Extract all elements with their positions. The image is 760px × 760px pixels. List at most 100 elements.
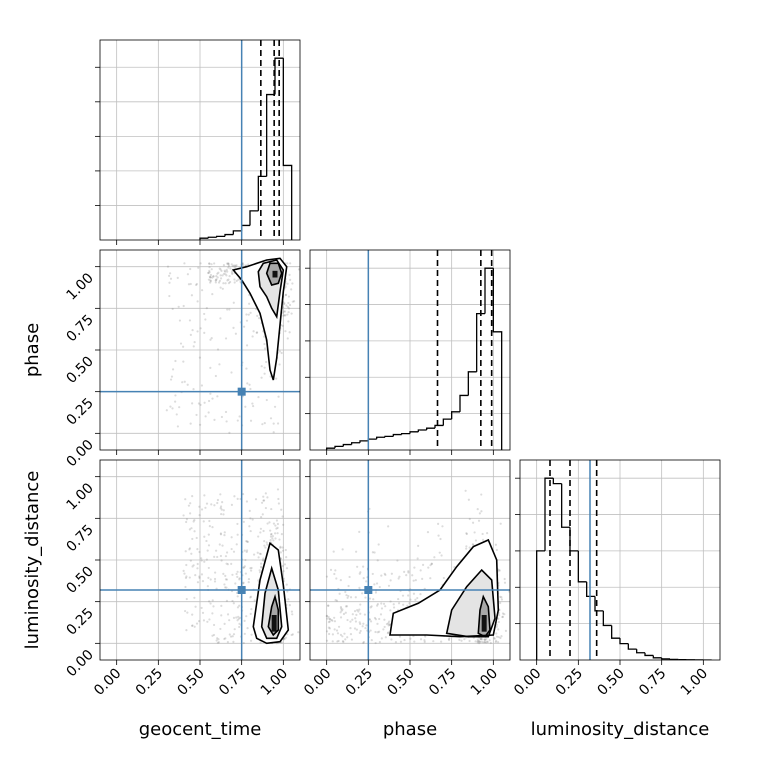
hist-geocent-time-bar-0 xyxy=(199,237,209,240)
pair-geocent-time-vs-luminosity-distance-point xyxy=(259,641,262,644)
pair-geocent-time-vs-luminosity-distance-y-tick-label-3: 0.75 xyxy=(63,522,96,555)
pair-phase-vs-luminosity-distance-point xyxy=(356,565,359,568)
pair-geocent-time-vs-luminosity-distance-point xyxy=(259,565,263,568)
pair-geocent-time-vs-luminosity-distance-x-tick-label-2: 0.50 xyxy=(174,666,207,699)
pair-geocent-time-vs-luminosity-distance-point xyxy=(235,572,238,576)
pair-geocent-time-vs-phase-point xyxy=(208,262,211,265)
pair-geocent-time-vs-luminosity-distance-point xyxy=(290,610,294,613)
pair-geocent-time-vs-phase-point xyxy=(228,275,231,278)
pair-geocent-time-vs-phase-point xyxy=(248,383,251,386)
pair-phase-vs-luminosity-distance-point xyxy=(362,641,365,645)
pair-geocent-time-vs-luminosity-distance-point xyxy=(228,619,231,622)
pair-geocent-time-vs-luminosity-distance-truth-marker xyxy=(237,586,246,594)
pair-geocent-time-vs-luminosity-distance-point xyxy=(191,537,194,541)
pair-geocent-time-vs-luminosity-distance-point xyxy=(250,608,253,611)
pair-geocent-time-vs-luminosity-distance-point xyxy=(183,572,186,575)
pair-geocent-time-vs-luminosity-distance-point xyxy=(187,504,191,507)
pair-phase-vs-luminosity-distance-point xyxy=(371,551,374,554)
pair-geocent-time-vs-phase-point xyxy=(223,269,226,272)
hist-phase-bar-17 xyxy=(467,371,477,396)
pair-phase-vs-luminosity-distance-point xyxy=(351,618,354,621)
pair-geocent-time-vs-phase-point xyxy=(207,271,210,275)
pair-geocent-time-vs-phase-point xyxy=(168,281,171,284)
pair-geocent-time-vs-luminosity-distance-point xyxy=(246,627,249,630)
pair-phase-vs-luminosity-distance-point xyxy=(500,596,503,599)
pair-geocent-time-vs-phase-point xyxy=(281,311,285,314)
pair-phase-vs-luminosity-distance-point xyxy=(488,639,491,642)
pair-geocent-time-vs-phase-point xyxy=(227,266,230,269)
pair-phase-vs-luminosity-distance-point xyxy=(353,609,357,613)
pair-geocent-time-vs-luminosity-distance-point xyxy=(261,513,264,516)
pair-geocent-time-vs-phase-point xyxy=(286,337,289,340)
x-axis-label-phase: phase xyxy=(383,719,437,740)
pair-geocent-time-vs-luminosity-distance-point xyxy=(219,532,222,535)
pair-phase-vs-luminosity-distance-point xyxy=(348,575,351,579)
pair-geocent-time-vs-luminosity-distance-point xyxy=(242,566,245,569)
pair-geocent-time-vs-luminosity-distance-point xyxy=(229,635,233,638)
pair-phase-vs-luminosity-distance-point xyxy=(387,584,391,587)
pair-phase-vs-luminosity-distance-point xyxy=(359,571,362,574)
pair-geocent-time-vs-phase-point xyxy=(214,281,217,284)
pair-phase-vs-luminosity-distance-point xyxy=(503,577,506,581)
pair-phase-vs-luminosity-distance-point xyxy=(355,628,358,631)
pair-phase-vs-luminosity-distance-point xyxy=(376,559,379,562)
pair-phase-vs-luminosity-distance-point xyxy=(349,627,352,630)
pair-phase-vs-luminosity-distance-point xyxy=(479,637,482,641)
pair-phase-vs-luminosity-distance-point xyxy=(403,570,406,573)
pair-phase-vs-luminosity-distance-point xyxy=(377,630,381,633)
pair-geocent-time-vs-phase-point xyxy=(263,347,267,350)
pair-geocent-time-vs-phase-point xyxy=(284,293,287,297)
pair-geocent-time-vs-phase-point xyxy=(219,317,222,320)
pair-phase-vs-luminosity-distance-point xyxy=(397,597,400,601)
pair-phase-vs-luminosity-distance-point xyxy=(325,639,329,642)
pair-phase-vs-luminosity-distance-point xyxy=(398,635,402,638)
pair-phase-vs-luminosity-distance-point xyxy=(339,611,342,614)
pair-phase-vs-luminosity-distance-point xyxy=(483,641,486,644)
pair-geocent-time-vs-phase-point xyxy=(189,422,192,425)
pair-phase-vs-luminosity-distance-point xyxy=(370,605,373,608)
pair-phase-vs-luminosity-distance-point xyxy=(481,532,484,536)
pair-phase-vs-luminosity-distance-point xyxy=(361,625,364,628)
pair-phase-vs-luminosity-distance-x-tick-label-1: 0.25 xyxy=(343,666,376,699)
pair-phase-vs-luminosity-distance-point xyxy=(358,572,361,575)
pair-geocent-time-vs-phase-point xyxy=(293,300,296,303)
pair-geocent-time-vs-phase-point xyxy=(234,332,237,335)
pair-geocent-time-vs-phase-point xyxy=(178,319,182,322)
pair-geocent-time-vs-phase-point xyxy=(252,404,255,408)
pair-geocent-time-vs-phase-point xyxy=(210,263,213,266)
pair-geocent-time-vs-phase-point xyxy=(225,420,228,423)
pair-geocent-time-vs-luminosity-distance-point xyxy=(198,576,201,579)
pair-geocent-time-vs-luminosity-distance-point xyxy=(208,600,211,603)
pair-geocent-time-vs-luminosity-distance-point xyxy=(285,556,288,559)
pair-phase-vs-luminosity-distance-point xyxy=(501,615,504,619)
pair-geocent-time-vs-phase-point xyxy=(235,279,238,282)
pair-geocent-time-vs-phase-point xyxy=(227,264,231,267)
pair-geocent-time-vs-phase-point xyxy=(169,272,172,275)
pair-geocent-time-vs-luminosity-distance-point xyxy=(184,585,187,589)
pair-geocent-time-vs-luminosity-distance-point xyxy=(213,555,216,558)
pair-phase-vs-luminosity-distance-point xyxy=(358,621,361,624)
pair-geocent-time-vs-phase-point xyxy=(252,330,255,333)
pair-geocent-time-vs-luminosity-distance-point xyxy=(196,581,200,584)
pair-geocent-time-vs-luminosity-distance-y-tick-label-0: 0.00 xyxy=(63,647,96,680)
hist-phase-bar-11 xyxy=(417,429,427,432)
hist-luminosity-distance-bar-10 xyxy=(619,638,629,645)
pair-geocent-time-vs-phase-point xyxy=(233,266,236,269)
pair-phase-vs-luminosity-distance-point xyxy=(503,613,506,616)
pair-geocent-time-vs-phase-point xyxy=(199,262,202,265)
pair-geocent-time-vs-phase-point xyxy=(227,263,230,266)
pair-geocent-time-vs-luminosity-distance-point xyxy=(185,563,188,567)
pair-phase-vs-luminosity-distance-point xyxy=(474,539,478,542)
pair-geocent-time-vs-luminosity-distance-point xyxy=(215,587,218,590)
pair-geocent-time-vs-luminosity-distance-point xyxy=(191,624,194,627)
pair-geocent-time-vs-phase-point xyxy=(291,282,294,285)
pair-geocent-time-vs-phase-point xyxy=(182,304,185,308)
pair-phase-vs-luminosity-distance-point xyxy=(346,618,349,622)
pair-geocent-time-vs-phase-point xyxy=(265,360,268,364)
pair-phase-vs-luminosity-distance-point xyxy=(389,600,392,603)
pair-phase-vs-luminosity-distance-point xyxy=(378,617,381,621)
pair-phase-vs-luminosity-distance-contour-0 xyxy=(389,538,500,638)
hist-phase-bar-7 xyxy=(384,435,394,438)
hist-luminosity-distance-bar-13 xyxy=(644,652,654,657)
pair-phase-vs-luminosity-distance-point xyxy=(497,569,500,572)
